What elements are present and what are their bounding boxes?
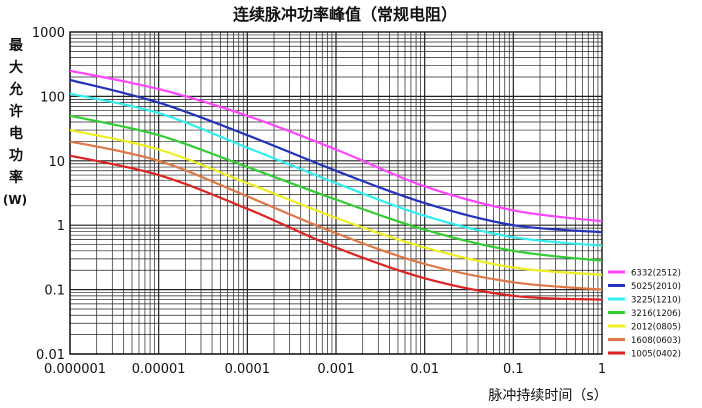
x-tick-label: 1 bbox=[598, 362, 606, 377]
legend-label: 6332(2512) bbox=[631, 269, 681, 279]
series-line bbox=[69, 154, 603, 301]
plot-frame bbox=[69, 31, 603, 355]
x-tick-label: 0.0001 bbox=[225, 362, 271, 377]
grid-layer bbox=[69, 32, 602, 355]
series-layer bbox=[69, 69, 603, 301]
y-axis-label-char: 大 bbox=[9, 60, 23, 76]
legend-label: 3225(1210) bbox=[631, 296, 681, 306]
series-line bbox=[69, 69, 603, 223]
series-line bbox=[69, 114, 603, 262]
y-tick-label: 1000 bbox=[32, 26, 65, 41]
series-line bbox=[69, 78, 603, 234]
x-tick-label: 0.000001 bbox=[44, 362, 106, 377]
legend-label: 1608(0603) bbox=[631, 336, 681, 346]
x-tick-label: 0.001 bbox=[317, 362, 354, 377]
x-tick-label: 0.1 bbox=[503, 362, 524, 377]
x-axis-label: 脉冲持续时间（s） bbox=[488, 387, 607, 404]
series-line bbox=[69, 140, 603, 291]
y-axis-label-char: 电 bbox=[9, 126, 23, 142]
legend-label: 3216(1206) bbox=[631, 309, 681, 319]
series-line bbox=[69, 129, 603, 276]
y-tick-label: 10 bbox=[48, 155, 65, 170]
legend-label: 5025(2010) bbox=[631, 282, 681, 292]
y-tick-label: 1 bbox=[57, 219, 65, 234]
y-tick-label: 0.1 bbox=[44, 284, 65, 299]
y-axis-label-char: 允 bbox=[9, 82, 23, 98]
tick-layer: 0.000001 0.00001 0.0001 0.001 0.01 0.1 1100010… bbox=[32, 26, 606, 377]
y-tick-label: 0.01 bbox=[36, 348, 65, 363]
y-axis-label-char: 率 bbox=[9, 170, 23, 186]
y-axis-label-char: 功 bbox=[9, 148, 23, 164]
y-tick-label: 100 bbox=[40, 90, 65, 105]
y-axis-label-char: 许 bbox=[9, 104, 23, 120]
legend-label: 2012(0805) bbox=[631, 323, 681, 333]
y-axis-label-char: 最 bbox=[9, 38, 23, 54]
legend-label: 1005(0402) bbox=[631, 350, 681, 360]
x-tick-label: 0.00001 bbox=[132, 362, 186, 377]
legend: 6332(2512) 5025(2010) 3225(1210) 3216(1206)… bbox=[608, 269, 681, 360]
y-axis-label-char: (W) bbox=[2, 193, 28, 207]
chart-title: 连续脉冲功率峰值（常规电阻） bbox=[233, 5, 457, 24]
series-line bbox=[69, 92, 603, 247]
x-tick-label: 0.01 bbox=[410, 362, 439, 377]
